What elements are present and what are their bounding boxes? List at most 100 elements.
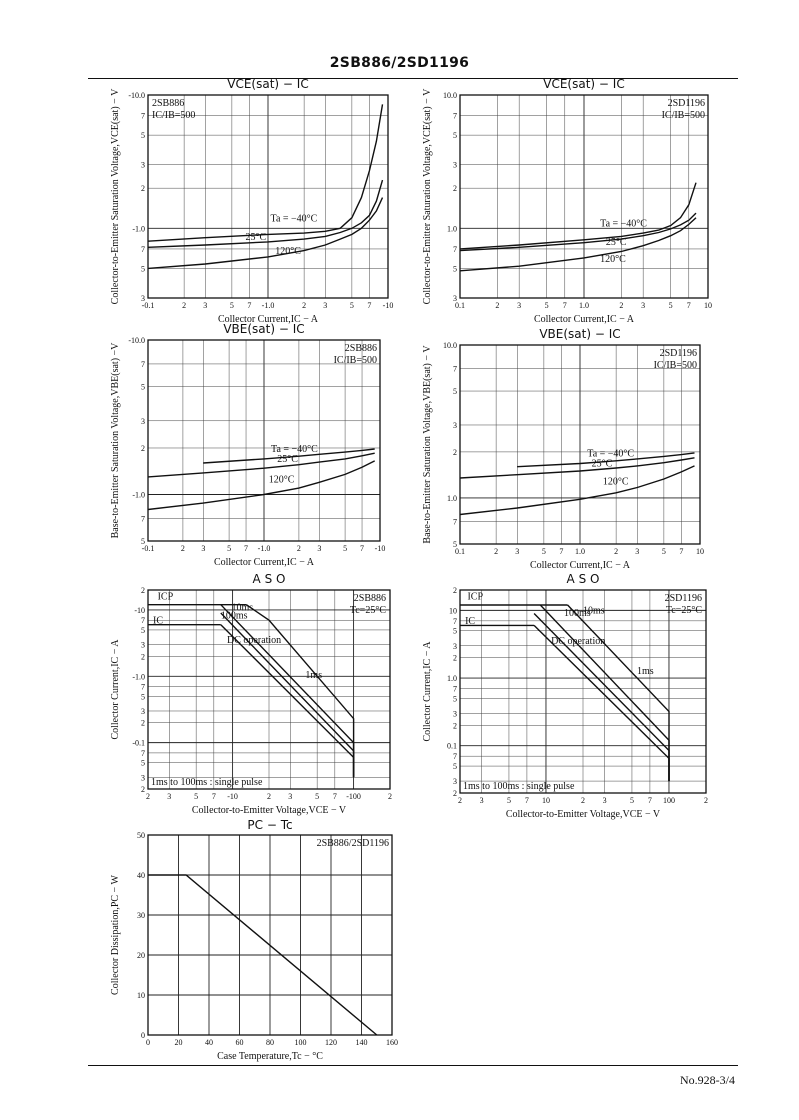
y-tick-label: 3 <box>141 773 145 782</box>
chart-title: PC − Tc <box>247 818 292 832</box>
x-tick-label: 2 <box>388 792 392 801</box>
series-line-ta-40-c <box>147 104 384 242</box>
x-gridlines <box>495 345 682 544</box>
x-gridlines <box>178 835 362 1035</box>
y-tick-label: 2 <box>453 586 457 595</box>
x-axis-title: Collector-to-Emitter Voltage,VCE − V <box>506 809 661 820</box>
y-tick-label: 2 <box>453 789 457 798</box>
y-gridlines <box>460 115 708 269</box>
x-tick-label: 3 <box>515 547 519 556</box>
y-tick-label: 3 <box>141 641 145 650</box>
series-line-pc <box>148 874 378 1036</box>
x-tick-label: 7 <box>679 547 683 556</box>
x-gridlines <box>182 340 363 541</box>
y-tick-label: 10.0 <box>443 91 457 100</box>
x-gridlines <box>497 95 690 298</box>
y-tick-label: 3 <box>141 417 145 426</box>
x-tick-label: 100 <box>295 1038 307 1047</box>
y-tick-label: -0.1 <box>132 739 145 748</box>
x-tick-label: 7 <box>367 301 371 310</box>
x-axis-title: Collector-to-Emitter Voltage,VCE − V <box>192 805 347 816</box>
y-tick-label: -10 <box>134 606 145 615</box>
x-tick-label: 5 <box>194 792 198 801</box>
y-tick-label: 10 <box>137 991 145 1000</box>
y-tick-label: 5 <box>453 131 457 140</box>
series-line-25-c <box>147 179 384 248</box>
x-tick-label: -1.0 <box>258 544 271 553</box>
x-tick-label: 10 <box>542 796 550 805</box>
x-tick-label: 7 <box>244 544 248 553</box>
curve-label: DC operation <box>227 635 281 646</box>
y-tick-label: 3 <box>141 161 145 170</box>
y-tick-label: 7 <box>453 518 457 527</box>
y-gridlines <box>460 368 700 522</box>
curve-label: ICP <box>467 591 483 602</box>
x-tick-label: 10 <box>704 301 712 310</box>
x-tick-label: 3 <box>603 796 607 805</box>
plot-frame <box>147 834 393 1036</box>
y-tick-label: -1.0 <box>132 672 145 681</box>
x-tick-label: -100 <box>346 792 361 801</box>
y-tick-label: 5 <box>453 540 457 549</box>
y-tick-label: 5 <box>141 626 145 635</box>
y-tick-label: 7 <box>453 112 457 121</box>
device-label: 2SD1196 <box>660 348 697 359</box>
series-line-120-c <box>147 460 376 511</box>
series-line-ta-40-c <box>517 452 695 468</box>
y-axis-title: Collector Current,IC − A <box>422 641 433 742</box>
y-tick-label: 5 <box>453 762 457 771</box>
curve-label: DC operation <box>551 636 605 647</box>
x-tick-label: 5 <box>315 792 319 801</box>
y-tick-label: -1.0 <box>132 224 145 233</box>
x-tick-label: 2 <box>494 547 498 556</box>
x-tick-label: 3 <box>641 301 645 310</box>
y-tick-label: 7 <box>141 683 145 692</box>
x-tick-label: 7 <box>687 301 691 310</box>
x-tick-label: 3 <box>288 792 292 801</box>
y-tick-label: 5 <box>453 694 457 703</box>
x-tick-label: 2 <box>182 301 186 310</box>
condition-label: IC/IB=500 <box>334 355 377 366</box>
y-tick-label: 7 <box>453 365 457 374</box>
y-tick-label: 7 <box>453 685 457 694</box>
y-tick-label: 5 <box>141 264 145 273</box>
condition-label: IC/IB=500 <box>662 110 705 121</box>
y-tick-label: 5 <box>453 387 457 396</box>
plot-frame <box>147 339 381 542</box>
x-axis-title: Collector Current,IC − A <box>214 557 315 568</box>
x-tick-label: 5 <box>227 544 231 553</box>
curve-label: 100ms <box>221 610 248 621</box>
y-tick-label: 2 <box>141 652 145 661</box>
chart-title: VCE(sat) − IC <box>227 77 308 91</box>
condition-label: IC/IB=500 <box>152 110 195 121</box>
x-axis-title: Collector Current,IC − A <box>534 314 635 325</box>
curve-label: IC <box>465 616 475 627</box>
chart-title: A S O <box>253 572 286 586</box>
x-tick-label: 3 <box>203 301 207 310</box>
device-label: 2SB886/2SD1196 <box>317 838 389 849</box>
y-tick-label: 2 <box>141 184 145 193</box>
series-line-120-c <box>459 217 697 272</box>
y-tick-label: 3 <box>141 707 145 716</box>
plot-frame <box>459 344 701 545</box>
x-tick-label: 3 <box>517 301 521 310</box>
y-axis-title: Collector Current,IC − A <box>110 639 121 740</box>
series-line-25-c <box>147 452 375 478</box>
x-tick-label: 7 <box>247 301 251 310</box>
curve-label: Ta = −40°C <box>587 449 634 460</box>
page-header-title: 2SB886/2SD1196 <box>329 55 470 71</box>
y-tick-label: 1.0 <box>447 494 457 503</box>
curve-label: 1ms <box>637 666 654 677</box>
x-tick-label: 5 <box>542 547 546 556</box>
y-tick-label: 3 <box>141 294 145 303</box>
x-tick-label: 160 <box>386 1038 398 1047</box>
y-gridlines <box>148 874 392 996</box>
y-tick-label: 1.0 <box>447 224 457 233</box>
x-tick-label: 2 <box>181 544 185 553</box>
x-axis-title: Collector Current,IC − A <box>530 560 631 571</box>
y-tick-label: 10 <box>449 606 457 615</box>
x-tick-label: 10 <box>696 547 704 556</box>
y-tick-label: 50 <box>137 831 145 840</box>
y-tick-label: -10.0 <box>128 336 145 345</box>
